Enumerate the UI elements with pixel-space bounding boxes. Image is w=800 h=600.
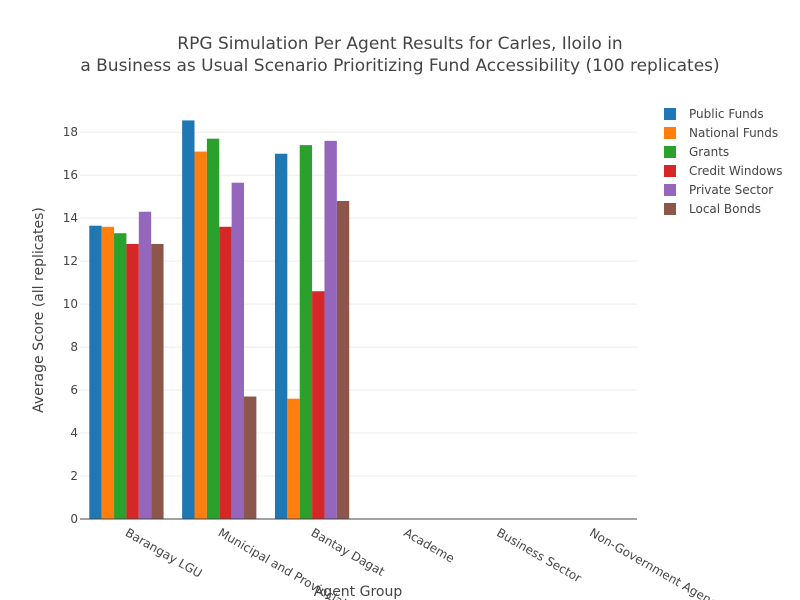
bar <box>231 182 245 519</box>
legend-swatch <box>664 165 676 177</box>
y-tick-label: 18 <box>63 125 78 139</box>
bar <box>299 145 313 519</box>
gridlines <box>80 131 637 477</box>
bar <box>287 398 300 519</box>
bar <box>101 226 115 519</box>
y-tick-labels: 0 2 4 6 8 10 12 14 16 18 <box>63 125 78 526</box>
x-tick-label: Non-Government Agencies <box>587 525 734 600</box>
bar <box>336 200 350 519</box>
chart-title-line-1: RPG Simulation Per Agent Results for Car… <box>177 34 623 54</box>
legend-swatch <box>664 127 676 139</box>
x-tick-label: Bantay Dagat <box>309 525 388 578</box>
bar <box>274 153 288 519</box>
legend-entry: Public Funds <box>689 107 764 121</box>
bar <box>89 225 102 519</box>
y-tick-label: 10 <box>63 297 78 311</box>
bar <box>244 396 257 519</box>
x-tick-labels: Barangay LGU Municipal and ProvincialBant… <box>123 525 734 600</box>
legend-entry: National Funds <box>689 126 778 140</box>
y-axis-title: Average Score (all replicates) <box>31 207 47 413</box>
y-tick-label: 14 <box>63 211 78 225</box>
legend-swatch <box>664 184 676 196</box>
y-tick-label: 0 <box>70 512 78 526</box>
y-tick-label: 16 <box>63 168 78 182</box>
bar <box>206 138 220 519</box>
bar <box>114 233 127 519</box>
bar <box>312 291 325 519</box>
legend-swatch <box>664 203 676 215</box>
x-axis-title: Agent Group <box>314 584 403 600</box>
bar <box>126 243 139 519</box>
y-tick-label: 4 <box>70 426 78 440</box>
y-tick-label: 8 <box>70 340 78 354</box>
legend-entry: Grants <box>689 145 729 159</box>
bar <box>151 243 164 519</box>
legend-swatch <box>664 146 676 158</box>
x-tick-label: Barangay LGU <box>123 525 205 580</box>
legend-entry: Credit Windows <box>689 164 782 178</box>
bars <box>89 120 350 520</box>
chart-title-line-2: a Business as Usual Scenario Prioritizin… <box>80 56 720 76</box>
bar <box>219 226 232 519</box>
legend-swatch <box>664 108 676 120</box>
legend-entry: Local Bonds <box>689 202 761 216</box>
y-tick-label: 12 <box>63 254 78 268</box>
y-tick-label: 2 <box>70 469 78 483</box>
x-tick-label: Business Sector <box>494 525 584 585</box>
bar <box>182 120 195 520</box>
legend-entry: Private Sector <box>689 183 773 197</box>
x-tick-label: Academe <box>401 525 457 565</box>
bar <box>194 151 207 520</box>
bar <box>138 211 152 519</box>
bar <box>324 140 337 520</box>
legend: Public Funds National Funds Grants Credit W… <box>664 107 782 216</box>
y-tick-label: 6 <box>70 383 78 397</box>
